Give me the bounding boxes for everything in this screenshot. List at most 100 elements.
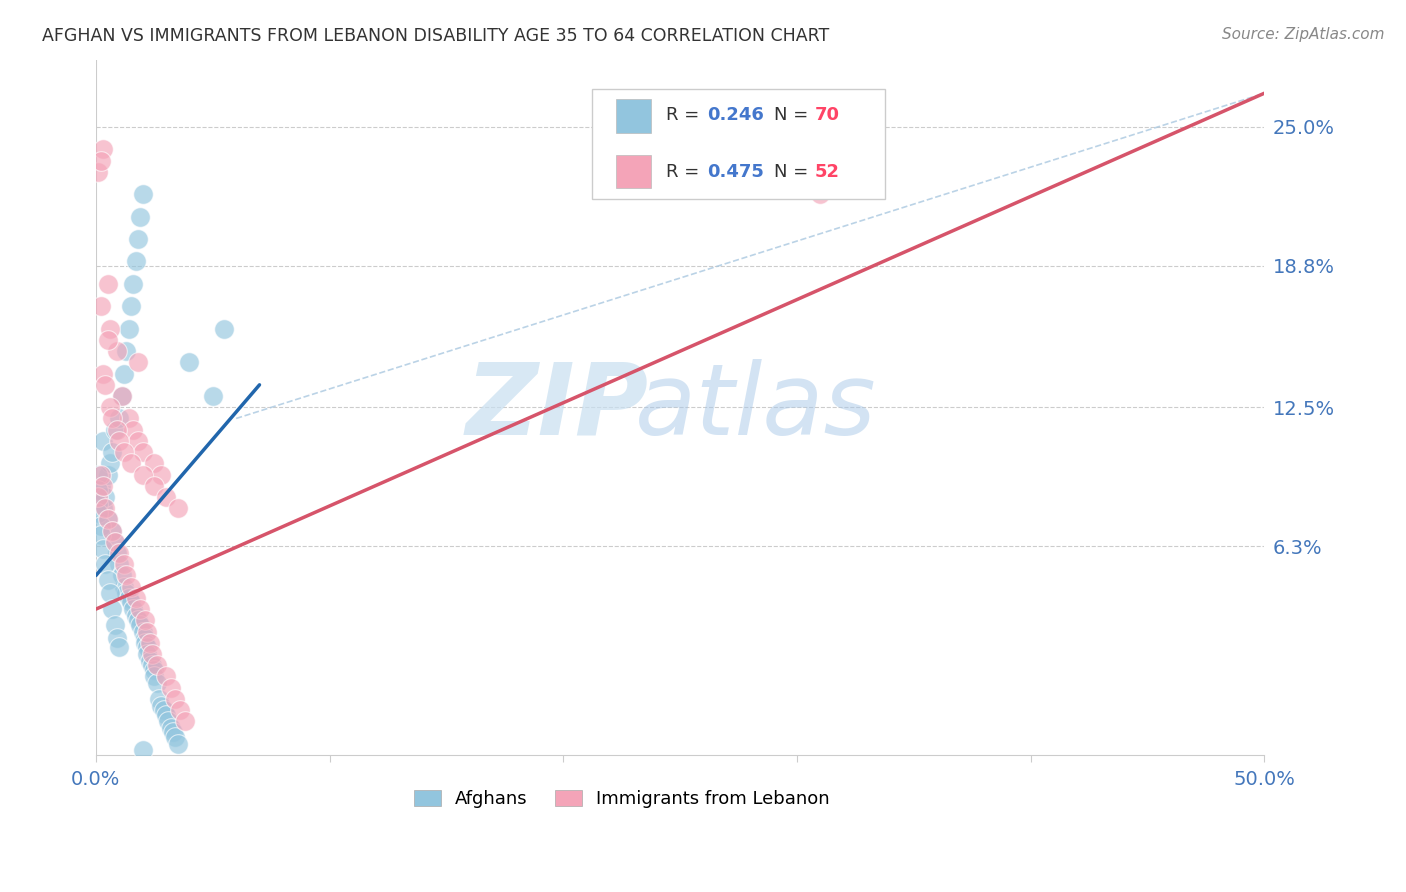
- Text: AFGHAN VS IMMIGRANTS FROM LEBANON DISABILITY AGE 35 TO 64 CORRELATION CHART: AFGHAN VS IMMIGRANTS FROM LEBANON DISABI…: [42, 27, 830, 45]
- Point: [91, 541, 114, 556]
- Text: 0.246: 0.246: [707, 106, 763, 124]
- Text: N =: N =: [773, 106, 814, 124]
- Point: [111, 389, 134, 403]
- Point: [150, 467, 173, 482]
- Point: [98, 401, 121, 415]
- Point: [91, 479, 114, 493]
- Point: [179, 355, 201, 369]
- Point: [808, 187, 831, 202]
- Point: [112, 445, 135, 459]
- Point: [97, 467, 120, 482]
- Point: [115, 586, 138, 600]
- Point: [101, 445, 124, 459]
- Point: [127, 434, 149, 448]
- Point: [129, 210, 152, 224]
- Point: [101, 411, 124, 425]
- Point: [91, 142, 114, 156]
- Point: [148, 691, 170, 706]
- Point: [98, 322, 121, 336]
- Point: [120, 580, 142, 594]
- Point: [166, 501, 188, 516]
- Point: [115, 568, 138, 582]
- Point: [120, 299, 142, 313]
- Point: [143, 456, 166, 470]
- Point: [165, 730, 187, 744]
- Point: [127, 613, 149, 627]
- Point: [87, 165, 110, 179]
- Point: [131, 624, 153, 639]
- Point: [87, 483, 110, 498]
- Point: [143, 663, 166, 677]
- FancyBboxPatch shape: [592, 89, 884, 199]
- Text: N =: N =: [773, 163, 814, 181]
- Point: [90, 299, 112, 313]
- Point: [87, 490, 110, 504]
- Point: [90, 479, 112, 493]
- Point: [87, 497, 110, 511]
- Text: R =: R =: [666, 163, 704, 181]
- Point: [155, 669, 177, 683]
- Point: [104, 534, 127, 549]
- Point: [120, 595, 142, 609]
- Point: [90, 528, 112, 542]
- Point: [108, 546, 131, 560]
- Text: atlas: atlas: [636, 359, 877, 456]
- Point: [124, 591, 146, 605]
- Point: [120, 456, 142, 470]
- Bar: [616, 99, 651, 133]
- Point: [90, 153, 112, 168]
- Point: [129, 602, 152, 616]
- Point: [117, 591, 139, 605]
- Point: [138, 654, 160, 668]
- Point: [97, 573, 120, 587]
- Point: [124, 254, 146, 268]
- Point: [145, 676, 167, 690]
- Point: [97, 277, 120, 291]
- Point: [131, 467, 153, 482]
- Text: R =: R =: [666, 106, 704, 124]
- Point: [94, 501, 117, 516]
- Point: [165, 691, 187, 706]
- Point: [124, 608, 146, 623]
- Point: [105, 546, 128, 560]
- Point: [159, 721, 181, 735]
- Point: [214, 322, 236, 336]
- Point: [143, 669, 166, 683]
- Point: [166, 737, 188, 751]
- Point: [141, 658, 163, 673]
- Point: [115, 344, 138, 359]
- Point: [91, 434, 114, 448]
- Legend: Afghans, Immigrants from Lebanon: Afghans, Immigrants from Lebanon: [406, 782, 837, 815]
- Text: ZIP: ZIP: [465, 359, 650, 456]
- Point: [131, 445, 153, 459]
- Point: [101, 524, 124, 538]
- Point: [134, 632, 156, 646]
- Text: 52: 52: [814, 163, 839, 181]
- Point: [97, 512, 120, 526]
- Point: [131, 187, 153, 202]
- Point: [91, 367, 114, 381]
- Point: [104, 423, 127, 437]
- Point: [90, 519, 112, 533]
- Point: [129, 617, 152, 632]
- Point: [112, 580, 135, 594]
- Point: [134, 613, 156, 627]
- Point: [173, 714, 195, 729]
- Point: [145, 658, 167, 673]
- Text: 70: 70: [814, 106, 839, 124]
- Point: [112, 367, 135, 381]
- Point: [152, 703, 174, 717]
- Bar: [616, 155, 651, 188]
- Point: [90, 467, 112, 482]
- Point: [87, 467, 110, 482]
- Point: [136, 647, 159, 661]
- Text: Source: ZipAtlas.com: Source: ZipAtlas.com: [1222, 27, 1385, 42]
- Point: [101, 602, 124, 616]
- Point: [157, 714, 180, 729]
- Point: [104, 617, 127, 632]
- Point: [104, 534, 127, 549]
- Point: [122, 277, 145, 291]
- Point: [94, 490, 117, 504]
- Point: [108, 640, 131, 655]
- Point: [131, 743, 153, 757]
